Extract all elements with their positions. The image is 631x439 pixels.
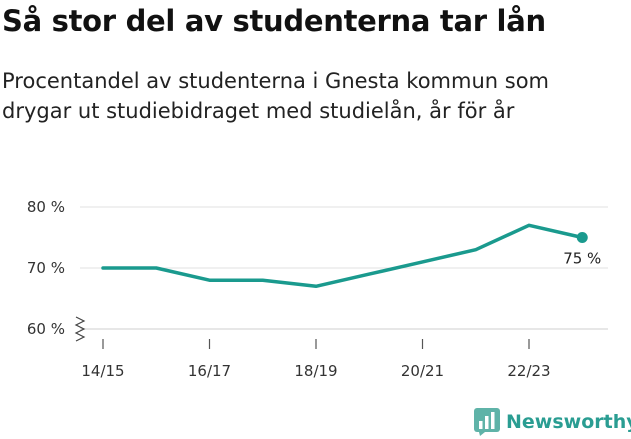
brand-name: Newsworthy: [506, 411, 631, 433]
gridlines: [80, 206, 608, 330]
x-tick-label: 20/21: [401, 362, 444, 380]
line-chart: 60 % 70 % 80 % 14/15 16/17 18/19 20/21 22/23 7…: [27, 198, 608, 380]
x-tick-label: 14/15: [81, 362, 124, 380]
x-tick-label: 16/17: [188, 362, 231, 380]
chart-title: Så stor del av studenterna tar lån: [2, 4, 546, 38]
x-tick-label: 18/19: [294, 362, 337, 380]
series-line: [101, 223, 584, 289]
y-tick-label: 70 %: [27, 259, 65, 277]
axis-break-icon: [74, 316, 86, 342]
chart-subtitle: Procentandel av studenterna i Gnesta kom…: [2, 69, 549, 123]
x-axis: 14/15 16/17 18/19 20/21 22/23: [81, 339, 551, 380]
x-tick-label: 22/23: [507, 362, 550, 380]
y-tick-label: 80 %: [27, 198, 65, 216]
data-label-last: 75 %: [563, 250, 601, 268]
brand-logo: Newsworthy: [474, 407, 631, 437]
bar-chart-logo-icon: [474, 408, 500, 436]
y-axis: 60 % 70 % 80 %: [27, 198, 86, 342]
y-tick-label: 60 %: [27, 320, 65, 338]
series-layer: 75 %: [101, 223, 601, 289]
data-point-last: [576, 232, 588, 243]
